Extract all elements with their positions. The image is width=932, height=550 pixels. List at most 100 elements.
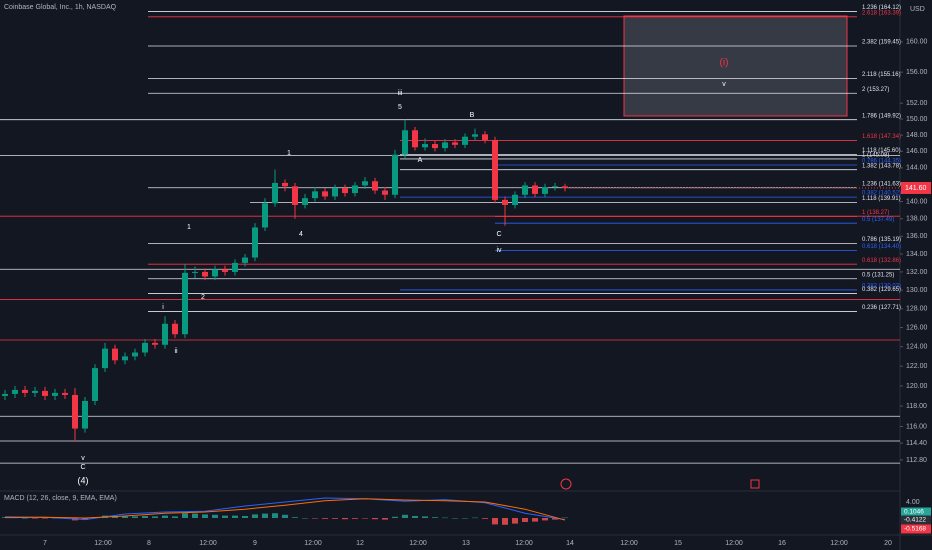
y-tick-label: 140.00 — [906, 198, 928, 205]
fib-label: 0.618 (132.86) — [862, 258, 901, 264]
fib-label: 0.618 (134.40) — [862, 244, 901, 250]
x-tick-label: 12:00 — [515, 540, 533, 547]
macd-value-tag — [901, 515, 931, 525]
y-tick-label: 120.00 — [906, 383, 928, 390]
y-tick-label: 126.00 — [906, 324, 928, 331]
candle-body — [452, 142, 458, 145]
macd-histogram-bar — [372, 518, 378, 520]
currency: USD — [910, 6, 925, 13]
candle-body — [392, 154, 398, 195]
macd-histogram-bar — [32, 518, 38, 519]
y-tick-label: 148.00 — [906, 132, 928, 139]
candle-body — [352, 185, 358, 194]
y-tick-label: 112.80 — [906, 457, 927, 464]
y-tick-label: 138.00 — [906, 216, 928, 223]
candle-body — [312, 191, 318, 199]
fib-label: 1.618 (147.34) — [862, 134, 901, 140]
macd-histogram-bar — [292, 517, 298, 518]
candle-body — [2, 393, 8, 396]
candle-body — [562, 186, 568, 188]
candle-body — [262, 203, 268, 228]
wave-label: A — [418, 157, 423, 164]
fib-label: 0.382 (130.03) — [862, 284, 901, 290]
x-tick-label: 12 — [356, 540, 364, 547]
macd-histogram-bar — [252, 514, 258, 518]
candle-body — [122, 356, 128, 361]
candle-body — [182, 272, 188, 335]
candle-body — [482, 134, 488, 140]
wave-label: i — [162, 304, 164, 311]
candle-body — [152, 342, 158, 345]
wave-label: B — [470, 112, 475, 119]
wave-label: 5 — [398, 104, 402, 111]
fib-label: 1 (145.08) — [862, 153, 889, 159]
wave-label: iii — [398, 90, 403, 97]
candle-body — [292, 186, 298, 205]
candle-body — [242, 257, 248, 263]
macd-histogram-bar — [562, 517, 568, 519]
candle-body — [252, 227, 258, 258]
wave-label: C — [496, 231, 501, 238]
wave-label: 2 — [201, 294, 205, 301]
macd-histogram-bar — [472, 517, 478, 519]
candle-body — [412, 130, 418, 148]
candle-body — [372, 181, 378, 191]
event-icon[interactable] — [560, 478, 572, 490]
macd-histogram-bar — [302, 518, 308, 519]
y-tick-label: 136.00 — [906, 233, 928, 240]
y-tick-label: 128.00 — [906, 306, 928, 313]
candle-body — [542, 187, 548, 194]
candle-body — [442, 142, 448, 149]
last-price-label: 141.60 — [905, 185, 927, 192]
macd-histogram-bar — [552, 518, 558, 520]
candle-body — [12, 389, 18, 394]
candle-body — [222, 269, 228, 272]
wave-label: (i) — [720, 58, 729, 69]
candle-body — [522, 185, 528, 195]
candle-body — [362, 181, 368, 186]
macd-value-label: -0.5168 — [904, 526, 926, 533]
x-tick-label: 13 — [462, 540, 470, 547]
wave-label: ii — [174, 348, 178, 355]
macd-histogram-bar — [172, 516, 178, 518]
fib-label: 0.5 (137.49) — [862, 217, 894, 223]
fib-label: 1.382 (143.78) — [862, 163, 901, 169]
wave-label: (4) — [78, 475, 89, 485]
x-tick-label: 12:00 — [304, 540, 322, 547]
candle-body — [512, 194, 518, 205]
macd-tick-label: 4.00 — [906, 499, 920, 506]
y-tick-label: 160.00 — [906, 39, 928, 46]
candle-body — [92, 368, 98, 401]
macd-histogram-bar — [362, 518, 368, 519]
macd-histogram-bar — [272, 513, 278, 518]
fib-label: 2 (153.27) — [862, 87, 889, 93]
y-tick-label: 150.00 — [906, 116, 928, 123]
macd-histogram-bar — [532, 518, 538, 522]
macd-histogram-bar — [212, 514, 218, 518]
macd-value-tag — [901, 507, 931, 517]
candle-body — [472, 134, 478, 137]
wave-label: iv — [496, 247, 502, 254]
earnings-icon[interactable] — [750, 479, 760, 489]
x-tick-label: 8 — [147, 540, 151, 547]
macd-histogram-bar — [152, 516, 158, 518]
wave-label: 1 — [187, 224, 191, 231]
macd-histogram-bar — [352, 518, 358, 519]
macd-histogram-bar — [542, 518, 548, 521]
candle-body — [172, 323, 178, 335]
macd-histogram-bar — [122, 516, 128, 518]
candle-body — [202, 271, 208, 277]
macd-histogram-bar — [432, 517, 438, 518]
fib-label: 0.786 (144.35) — [862, 159, 901, 165]
macd-value-label: 0.1046 — [904, 509, 924, 516]
candle-body — [422, 144, 428, 148]
candle-body — [282, 182, 288, 187]
fib-label: 0.786 (135.19) — [862, 237, 901, 243]
macd-histogram-bar — [232, 515, 238, 518]
macd-histogram-bar — [332, 518, 338, 519]
candle-body — [402, 130, 408, 155]
candle-body — [162, 323, 168, 345]
fib-label: 0.382 (140.52) — [862, 191, 901, 197]
macd-value-tag — [901, 524, 931, 534]
